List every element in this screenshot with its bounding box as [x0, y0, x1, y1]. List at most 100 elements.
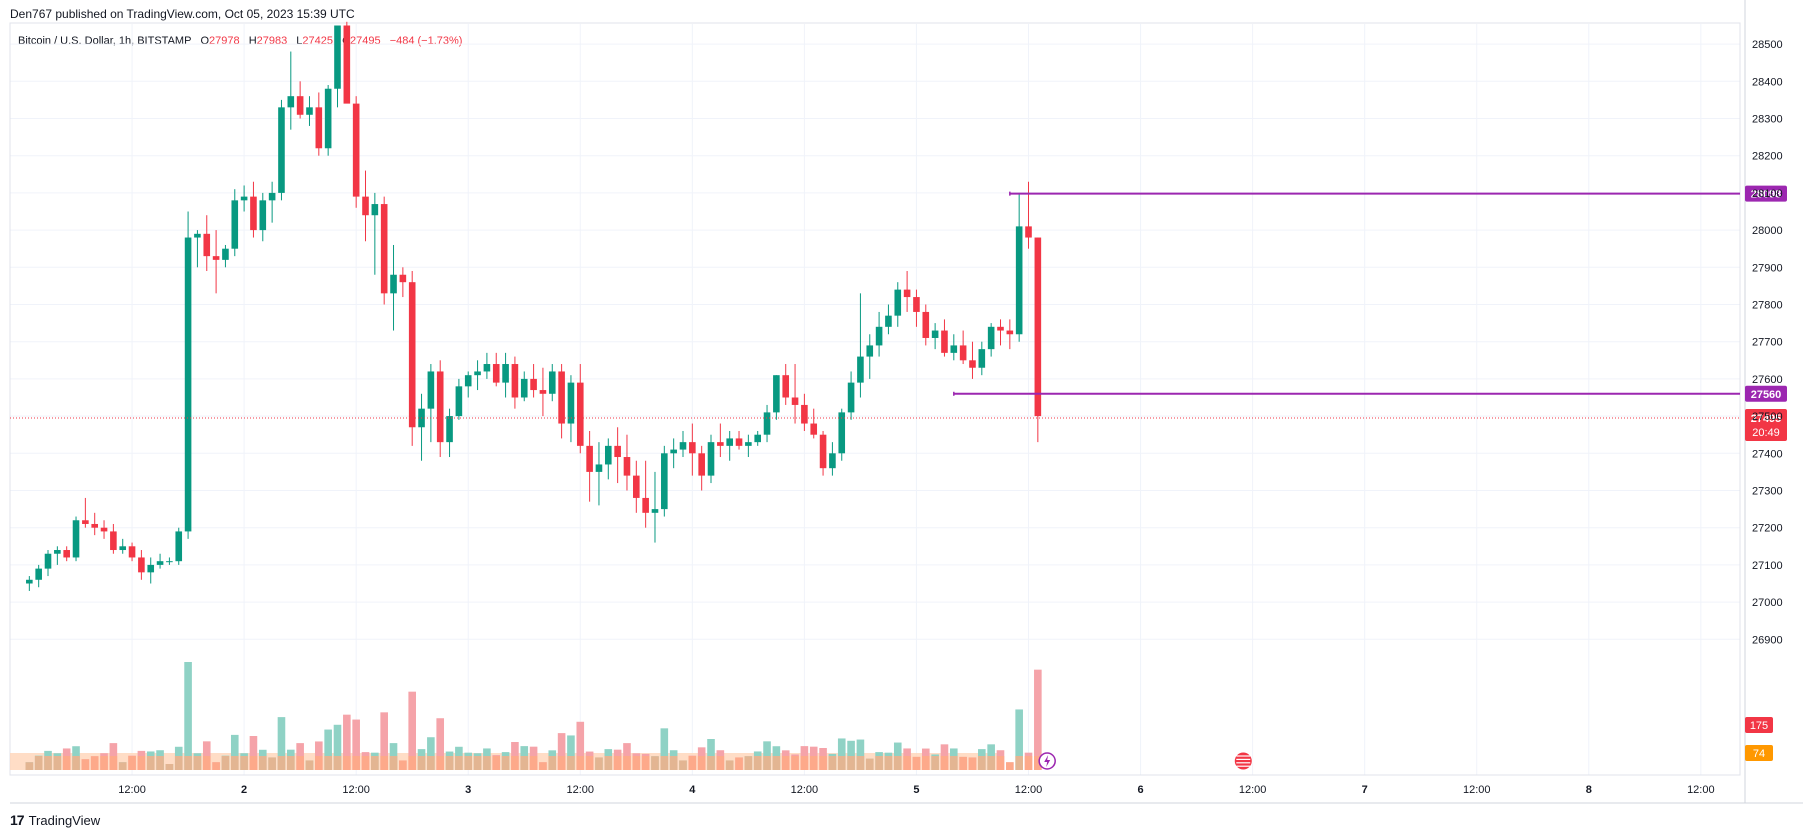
candle-body — [530, 378, 537, 391]
candle — [520, 371, 528, 402]
volume-bar — [380, 712, 388, 770]
x-tick-label: 4 — [689, 784, 696, 796]
volume-ma-bar — [576, 756, 585, 770]
candle — [1015, 192, 1023, 342]
volume-ma-bar — [781, 756, 790, 770]
candle — [399, 267, 407, 298]
candle-body — [987, 326, 995, 350]
candle-body — [156, 561, 164, 565]
volume-ma-bar — [669, 756, 678, 770]
candle — [614, 427, 621, 484]
volume-ma-bar — [455, 756, 463, 770]
volume-ma-bar — [641, 756, 650, 770]
level-price-label: 28098 — [1751, 189, 1782, 201]
x-tick-label: 12:00 — [791, 784, 819, 796]
candle — [950, 334, 958, 361]
candle-body — [875, 326, 883, 346]
volume-bar — [837, 738, 846, 770]
candle-body — [670, 449, 677, 454]
x-tick-label: 7 — [1362, 784, 1368, 796]
candle — [604, 438, 612, 480]
candle — [436, 360, 444, 458]
candle — [1034, 237, 1042, 443]
volume-ma-bar — [978, 756, 986, 770]
candle-body — [651, 509, 659, 513]
candle-body — [679, 442, 687, 450]
y-tick-label: 27700 — [1752, 337, 1783, 349]
volume-ma-bar — [828, 756, 837, 770]
candle-body — [913, 297, 920, 312]
volume-ma-bar — [1015, 756, 1023, 770]
candle-body — [44, 553, 52, 569]
volume-ma-bar — [539, 762, 547, 770]
candle — [1025, 181, 1032, 249]
candle-body — [604, 445, 612, 465]
level-price-badge — [1745, 185, 1787, 202]
volume-ma-bar — [249, 756, 258, 770]
volume-ma-bar — [613, 756, 622, 770]
volume-ma-bar — [632, 756, 641, 770]
volume-ma-bar — [146, 756, 155, 770]
volume-ma-bar — [1006, 762, 1014, 770]
volume-ma-bar — [725, 760, 734, 770]
y-tick-label: 27800 — [1752, 300, 1783, 312]
candle — [838, 408, 846, 461]
volume-ma-bar — [436, 756, 445, 770]
volume-ma-bar — [735, 757, 743, 770]
volume-ma-bar — [324, 756, 332, 770]
volume-ma-bar — [221, 756, 230, 770]
brand-name: TradingView — [28, 812, 101, 828]
candle-body — [642, 497, 649, 513]
volume-ma-bar — [753, 756, 762, 770]
volume-bar — [324, 729, 332, 770]
volume-ma-bar — [193, 756, 202, 770]
candle-body — [969, 360, 976, 368]
candle — [296, 81, 304, 119]
y-tick-label: 27900 — [1752, 262, 1783, 274]
candle — [166, 557, 173, 565]
volume-bar — [576, 721, 585, 770]
candle — [913, 289, 920, 327]
y-tick-label: 28000 — [1752, 225, 1783, 237]
volume-value-badge — [1745, 717, 1773, 733]
volume-ma-bar — [791, 756, 799, 770]
candle — [315, 92, 323, 156]
volume-ma-bar — [921, 756, 930, 770]
volume-ma-bar — [950, 756, 958, 770]
volume-bar — [277, 717, 286, 770]
candle — [418, 393, 425, 461]
lightning-bolt-icon — [1044, 755, 1051, 767]
volume-bar — [1034, 669, 1042, 770]
candle — [679, 430, 687, 458]
volume-ma-bar — [90, 756, 99, 770]
candle — [138, 550, 145, 580]
candle-body — [745, 442, 752, 446]
candle-body — [324, 88, 332, 149]
candle-body — [614, 445, 621, 458]
candle — [773, 375, 780, 420]
y-tick-label: 27400 — [1752, 448, 1783, 460]
candle-body — [819, 434, 827, 469]
candle-body — [997, 326, 1004, 331]
volume-ma-bar — [464, 756, 473, 770]
volume-ma-bar — [884, 756, 893, 770]
candle — [44, 550, 52, 577]
volume-ma-bar — [800, 756, 809, 770]
volume-ma-bar — [595, 757, 603, 770]
candle-body — [222, 248, 229, 260]
tradingview-logo-icon: 17 — [10, 812, 25, 828]
x-tick-label: 8 — [1586, 784, 1592, 796]
candle-body — [791, 397, 799, 405]
candle — [651, 471, 659, 543]
candle-body — [633, 475, 640, 498]
volume-ma-bar — [371, 756, 379, 770]
candle — [717, 423, 724, 458]
candle — [745, 434, 752, 458]
candle-body — [128, 546, 136, 558]
us-flag-event-icon — [1233, 751, 1253, 771]
volume-ma-bar — [128, 756, 136, 770]
candle-body — [502, 364, 509, 383]
volume-ma-bar — [707, 756, 715, 770]
last-price-badge — [1745, 408, 1787, 441]
